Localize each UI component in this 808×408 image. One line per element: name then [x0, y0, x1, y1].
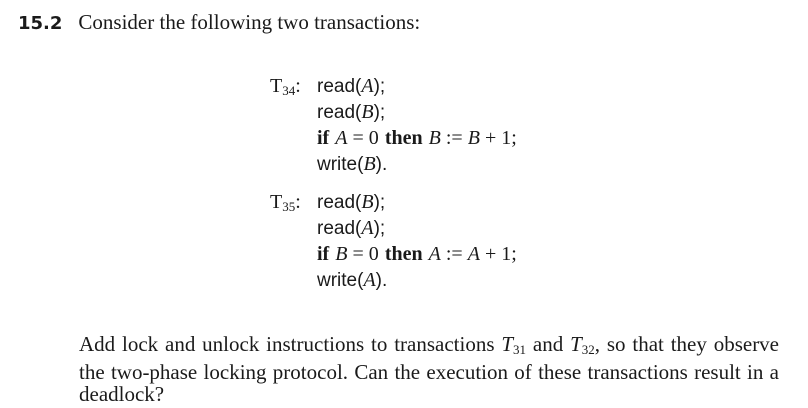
transaction-line: T34: read(A); [270, 73, 517, 99]
question-text: Add lock and unlock instructions to tran… [79, 332, 780, 406]
transaction-line: write(B). [317, 153, 388, 175]
transaction-t34: T34: read(A); read(B); if A = 0 then B :=… [270, 73, 517, 177]
transaction-line: read(B); [317, 101, 386, 123]
transaction-line: T35: read(B); [270, 189, 517, 215]
transaction-line: write(A). [317, 269, 388, 291]
transaction-t35: T35: read(B); read(A); if B = 0 then A :=… [270, 189, 517, 293]
transaction-line: if A = 0 then B := B + 1; [317, 127, 517, 149]
transaction-line: if B = 0 then A := A + 1; [317, 243, 517, 265]
problem-header: 15.2 Consider the following two transacti… [18, 10, 420, 36]
problem-number: 15.2 [18, 13, 63, 34]
transaction-line: read(A); [317, 217, 386, 239]
transaction-name: T35: [270, 191, 301, 214]
problem-intro: Consider the following two transactions: [78, 10, 421, 34]
transaction-name: T34: [270, 75, 301, 98]
